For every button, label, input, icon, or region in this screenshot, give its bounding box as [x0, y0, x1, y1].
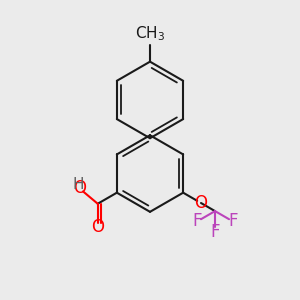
Text: F: F — [228, 212, 238, 230]
Text: O: O — [73, 179, 86, 197]
Text: F: F — [210, 223, 220, 241]
Text: F: F — [192, 212, 202, 230]
Text: CH$_3$: CH$_3$ — [135, 24, 165, 43]
Text: O: O — [91, 218, 104, 236]
Text: O: O — [194, 194, 208, 212]
Text: H: H — [73, 177, 85, 192]
